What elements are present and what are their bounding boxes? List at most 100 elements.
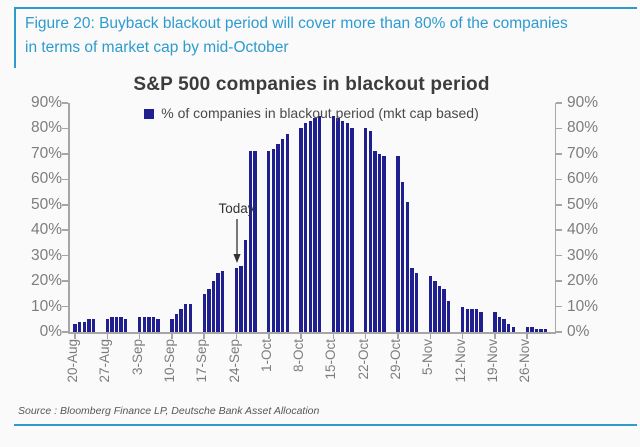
figure-caption-line2: in terms of market cap by mid-October (25, 39, 289, 56)
y-axis-label-left: 90% (30, 94, 62, 111)
y-tick-right (556, 254, 562, 257)
chart-title: S&P 500 companies in blackout period (133, 74, 490, 95)
y-tick-left (62, 229, 68, 231)
x-tick (300, 334, 302, 339)
y-tick-left (62, 331, 68, 333)
header-top-rule (14, 7, 637, 9)
blackout-bar (114, 316, 119, 332)
blackout-bar (124, 319, 128, 332)
x-axis-label: 19-Nov (484, 339, 500, 383)
blackout-bar (428, 276, 432, 332)
y-tick-left (62, 280, 68, 282)
blackout-bar (313, 118, 317, 332)
y-axis-label-right: 30% (567, 246, 599, 264)
header-left-rule (14, 7, 16, 68)
y-tick-right (556, 305, 562, 308)
blackout-bar (211, 281, 216, 332)
legend-label: % of companies in blackout period (mkt c… (161, 105, 479, 121)
x-axis-label: 27-Aug (97, 339, 113, 383)
blackout-bar (534, 329, 539, 332)
today-arrow-icon (232, 219, 242, 264)
blackout-bar (502, 319, 506, 332)
x-tick (171, 334, 173, 339)
blackout-bar (507, 324, 511, 332)
y-axis-label-right: 80% (567, 119, 599, 137)
blackout-bar (497, 316, 502, 332)
y-axis-label-right: 0% (567, 323, 590, 340)
x-tick (138, 334, 141, 339)
x-tick (235, 334, 238, 339)
blackout-bar (377, 153, 382, 332)
y-tick-right (556, 102, 562, 104)
x-axis-label: 3-Sep (129, 339, 145, 376)
blackout-bar (336, 118, 340, 332)
y-axis-label-right: 20% (567, 272, 599, 290)
y-axis-label-right: 50% (567, 195, 599, 213)
y-tick-left (62, 305, 68, 308)
y-tick-right (556, 229, 562, 231)
y-axis-label-left: 0% (39, 323, 62, 340)
blackout-bar (87, 319, 91, 332)
blackout-bar (479, 311, 483, 332)
blackout-bar (460, 306, 465, 332)
footer-rule (14, 424, 637, 426)
y-axis-label-left: 60% (30, 170, 62, 188)
x-axis-label: 12-Nov (452, 339, 468, 383)
blackout-bar (364, 128, 368, 332)
x-axis-label: 15-Oct (323, 339, 339, 380)
blackout-bar (493, 311, 497, 332)
blackout-bar (216, 273, 220, 332)
blackout-bar (350, 128, 354, 332)
blackout-bar (299, 128, 303, 332)
blackout-bar (437, 286, 442, 332)
blackout-bar (340, 120, 345, 332)
blackout-bar (110, 316, 114, 332)
blackout-bar (253, 151, 257, 332)
blackout-bar (119, 316, 123, 332)
blackout-bar (470, 309, 474, 332)
blackout-bar (511, 326, 516, 332)
y-tick-left (62, 102, 68, 104)
x-tick (397, 334, 399, 339)
blackout-bar (151, 316, 156, 332)
blackout-bar (220, 270, 225, 332)
y-tick-left (62, 254, 68, 257)
y-axis-label-left: 10% (30, 297, 62, 315)
blackout-bar (267, 151, 271, 332)
y-axis-label-left: 80% (30, 119, 62, 137)
y-tick-right (556, 178, 562, 181)
source-note: Source : Bloomberg Finance LP, Deutsche … (18, 405, 320, 417)
blackout-bar (142, 316, 146, 332)
x-axis-label: 8-Oct (291, 339, 307, 373)
y-axis-label-left: 20% (30, 272, 62, 290)
blackout-bar (410, 268, 414, 332)
x-tick (203, 334, 205, 339)
x-tick (106, 334, 109, 339)
blackout-bar (147, 316, 151, 332)
blackout-bar (465, 309, 469, 332)
blackout-bar (179, 309, 183, 332)
y-tick-left (62, 178, 68, 181)
blackout-bar (474, 309, 479, 332)
x-tick (268, 334, 270, 339)
blackout-bar (137, 316, 142, 332)
y-axis-label-left: 50% (30, 195, 62, 213)
y-tick-right (556, 127, 562, 130)
blackout-bar (382, 156, 386, 332)
x-tick (461, 334, 464, 339)
blackout-bar (156, 319, 160, 332)
blackout-bar (331, 115, 336, 332)
y-axis-label-right: 70% (567, 144, 599, 162)
blackout-bar (234, 268, 239, 332)
y-tick-right (556, 331, 562, 333)
y-axis-label-left: 40% (30, 221, 62, 239)
blackout-bar (91, 319, 96, 332)
blackout-bar (368, 130, 372, 332)
blackout-bar (248, 151, 253, 332)
blackout-bar (308, 120, 313, 332)
x-axis-label: 24-Sep (226, 339, 242, 383)
legend-marker-icon (144, 108, 155, 119)
blackout-bar (280, 138, 285, 332)
blackout-bar (105, 319, 109, 332)
